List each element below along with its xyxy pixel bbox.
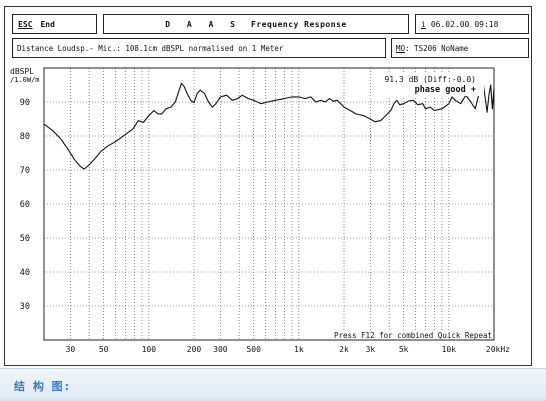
end-label: End xyxy=(40,19,55,29)
readout-text: 91.3 dB (Diff:-0.0) xyxy=(384,75,476,84)
x-tick-label: 100 xyxy=(142,345,157,354)
esc-key-label: ESC xyxy=(18,19,33,29)
title-bar: D A A S Frequency Response xyxy=(103,14,409,34)
response-curve xyxy=(43,82,495,170)
x-tick-label: 10k xyxy=(442,345,457,354)
x-tick-label: 50 xyxy=(99,345,109,354)
x-tick-label: 20kHz xyxy=(486,345,510,354)
y-tick-label: 40 xyxy=(20,268,30,278)
hint-background xyxy=(318,330,492,339)
model-value: : TS206 NoName xyxy=(405,43,469,53)
info-icon[interactable]: i xyxy=(421,19,426,29)
x-tick-label: 3k xyxy=(366,345,376,354)
esc-end-button[interactable]: ESC End xyxy=(12,14,97,34)
y-tick-label: 60 xyxy=(20,200,30,210)
x-tick-label: 300 xyxy=(213,345,228,354)
x-tick-label: 200 xyxy=(187,345,202,354)
y-tick-label: 70 xyxy=(20,166,30,176)
x-tick-label: 1k xyxy=(294,345,304,354)
time-text: 09:18 xyxy=(474,19,499,29)
y-tick-label: 30 xyxy=(20,302,30,312)
x-tick-label: 2k xyxy=(339,345,349,354)
program-name: D A A S xyxy=(165,19,241,29)
date-text: 06.02.00 xyxy=(430,19,470,29)
hint-text: Press F12 for combined Quick Repeat xyxy=(334,331,492,340)
x-tick-label: 30 xyxy=(66,345,76,354)
y-tick-label: 50 xyxy=(20,234,30,244)
y-tick-label: 80 xyxy=(20,132,30,142)
model-field[interactable]: MO : TS206 NoName xyxy=(391,38,529,58)
footer-bar: 结 构 图: xyxy=(0,368,546,401)
x-tick-label: 500 xyxy=(246,345,261,354)
y-axis-unit: /1.0W/m xyxy=(10,76,40,84)
x-tick-label: 5k xyxy=(399,345,409,354)
y-tick-label: 90 xyxy=(20,98,30,108)
frequency-response-chart: 30 40 50 60 70 80 90 30 50 100 200 300 500 1k 2k 3k 5k 10… xyxy=(10,67,510,354)
footer-label: 结 构 图: xyxy=(14,380,72,393)
model-key: MO xyxy=(396,43,406,53)
measurement-description: Distance Loudsp.- Mic.: 108.1cm dBSPL no… xyxy=(12,38,386,58)
datetime-panel[interactable]: i 06.02.00 09:18 xyxy=(415,14,529,34)
readout-background xyxy=(384,74,484,96)
phase-status-text: phase good + xyxy=(415,85,476,95)
window-title: Frequency Response xyxy=(251,19,347,29)
y-axis-label: dBSPL xyxy=(10,67,34,76)
description-text: Distance Loudsp.- Mic.: 108.1cm dBSPL no… xyxy=(17,43,284,53)
